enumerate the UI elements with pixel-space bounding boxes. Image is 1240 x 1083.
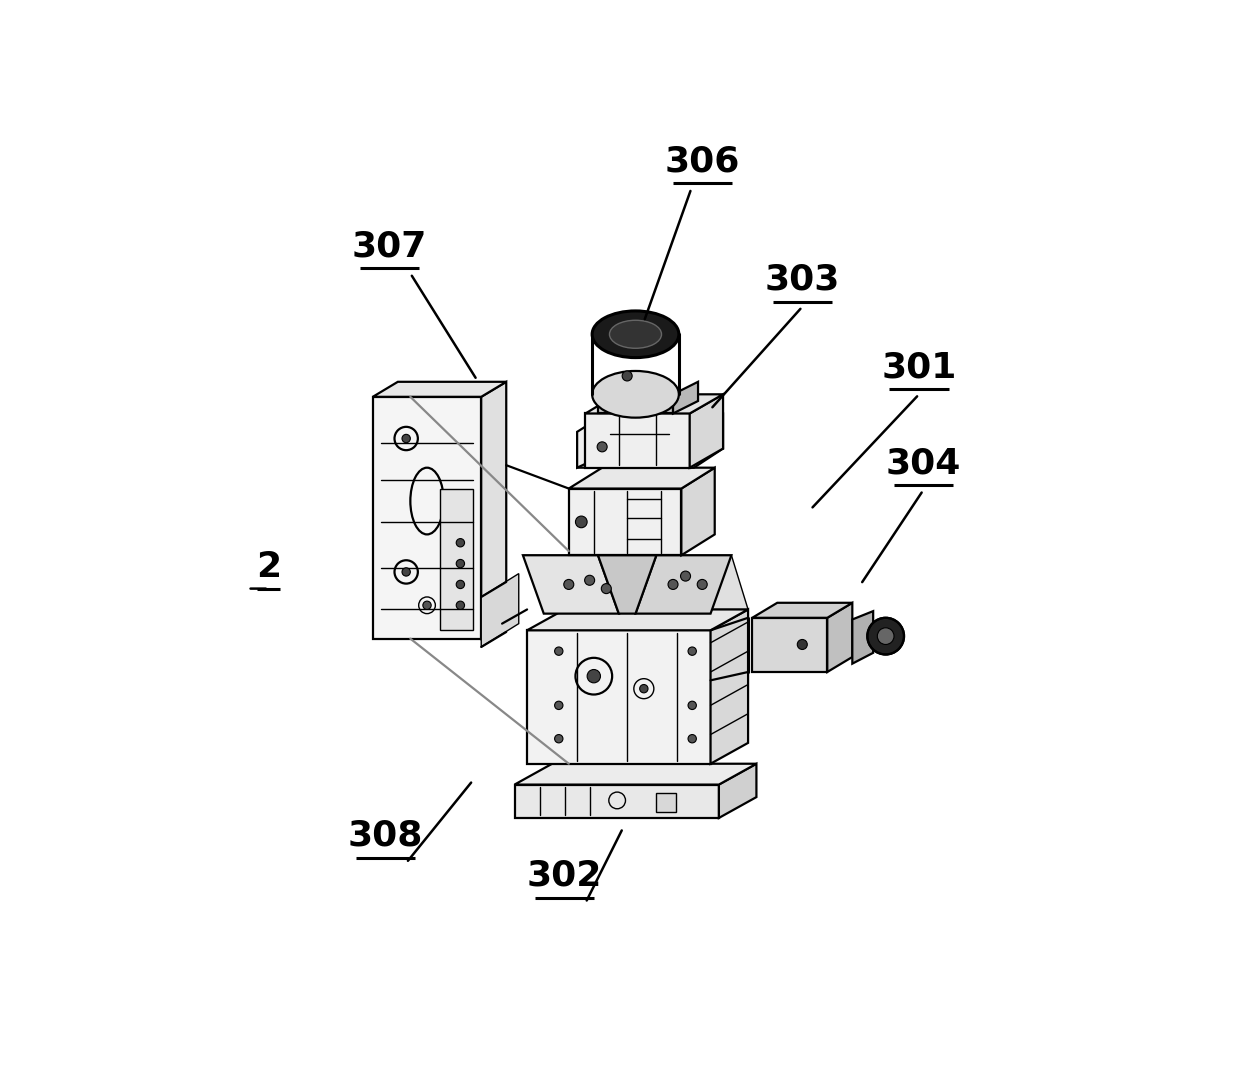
- Polygon shape: [852, 611, 873, 664]
- Circle shape: [622, 371, 632, 381]
- Polygon shape: [569, 468, 714, 488]
- Circle shape: [681, 571, 691, 582]
- Polygon shape: [827, 603, 852, 671]
- Circle shape: [554, 701, 563, 709]
- Polygon shape: [598, 394, 673, 414]
- Polygon shape: [373, 382, 506, 396]
- Ellipse shape: [593, 311, 678, 357]
- Polygon shape: [527, 610, 748, 630]
- Text: 306: 306: [665, 144, 740, 179]
- Circle shape: [688, 701, 697, 709]
- Text: 303: 303: [765, 263, 839, 297]
- Circle shape: [564, 579, 574, 589]
- Circle shape: [878, 628, 894, 644]
- Polygon shape: [373, 396, 481, 639]
- Polygon shape: [585, 414, 689, 468]
- Circle shape: [688, 734, 697, 743]
- Circle shape: [423, 601, 432, 610]
- Text: 2: 2: [255, 550, 281, 585]
- Circle shape: [456, 601, 465, 610]
- Polygon shape: [577, 414, 723, 468]
- Circle shape: [587, 669, 600, 683]
- Circle shape: [640, 684, 649, 693]
- Circle shape: [797, 639, 807, 650]
- Polygon shape: [585, 394, 723, 414]
- Polygon shape: [598, 556, 656, 614]
- Polygon shape: [753, 617, 827, 671]
- Circle shape: [456, 560, 465, 567]
- Circle shape: [688, 647, 697, 655]
- Polygon shape: [711, 610, 748, 764]
- Circle shape: [867, 617, 904, 654]
- Polygon shape: [481, 574, 518, 647]
- Polygon shape: [719, 764, 756, 818]
- Polygon shape: [753, 603, 852, 617]
- Circle shape: [697, 579, 707, 589]
- Text: 308: 308: [347, 819, 423, 853]
- Polygon shape: [439, 488, 472, 630]
- Ellipse shape: [610, 321, 661, 349]
- Polygon shape: [515, 784, 719, 818]
- Circle shape: [402, 434, 410, 443]
- Polygon shape: [577, 448, 723, 468]
- Polygon shape: [523, 556, 619, 614]
- Polygon shape: [681, 468, 714, 556]
- Polygon shape: [656, 793, 676, 812]
- Polygon shape: [673, 382, 698, 414]
- Circle shape: [575, 517, 587, 527]
- Circle shape: [402, 567, 410, 576]
- Polygon shape: [635, 556, 732, 614]
- Ellipse shape: [593, 371, 678, 418]
- Circle shape: [456, 580, 465, 589]
- Circle shape: [554, 734, 563, 743]
- Circle shape: [456, 538, 465, 547]
- Polygon shape: [527, 630, 711, 764]
- Text: 301: 301: [882, 350, 957, 384]
- Polygon shape: [523, 556, 748, 610]
- Polygon shape: [481, 382, 506, 639]
- Text: 304: 304: [885, 446, 961, 480]
- Circle shape: [668, 579, 678, 589]
- Polygon shape: [689, 394, 723, 468]
- Circle shape: [601, 584, 611, 593]
- Polygon shape: [515, 764, 756, 784]
- Text: 307: 307: [352, 230, 428, 263]
- Polygon shape: [569, 488, 681, 556]
- Circle shape: [598, 442, 608, 452]
- Circle shape: [554, 647, 563, 655]
- Circle shape: [584, 575, 595, 585]
- Text: 302: 302: [527, 859, 603, 893]
